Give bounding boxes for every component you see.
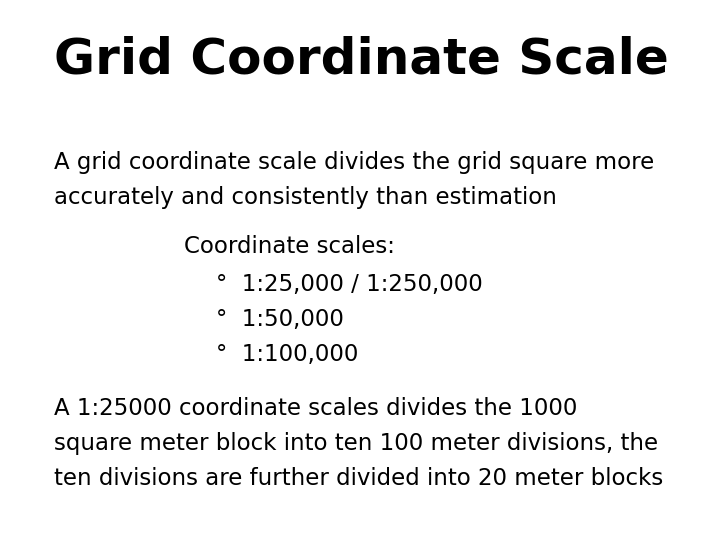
Text: ten divisions are further divided into 20 meter blocks: ten divisions are further divided into 2… (54, 467, 663, 490)
Text: Coordinate scales:: Coordinate scales: (184, 235, 395, 258)
Text: A 1:25000 coordinate scales divides the 1000: A 1:25000 coordinate scales divides the … (54, 397, 577, 420)
Text: °  1:25,000 / 1:250,000: ° 1:25,000 / 1:250,000 (216, 273, 482, 296)
Text: accurately and consistently than estimation: accurately and consistently than estimat… (54, 186, 557, 210)
Text: A grid coordinate scale divides the grid square more: A grid coordinate scale divides the grid… (54, 151, 654, 174)
Text: °  1:50,000: ° 1:50,000 (216, 308, 344, 331)
Text: square meter block into ten 100 meter divisions, the: square meter block into ten 100 meter di… (54, 432, 658, 455)
Text: Grid Coordinate Scale: Grid Coordinate Scale (54, 35, 669, 83)
Text: °  1:100,000: ° 1:100,000 (216, 343, 359, 366)
